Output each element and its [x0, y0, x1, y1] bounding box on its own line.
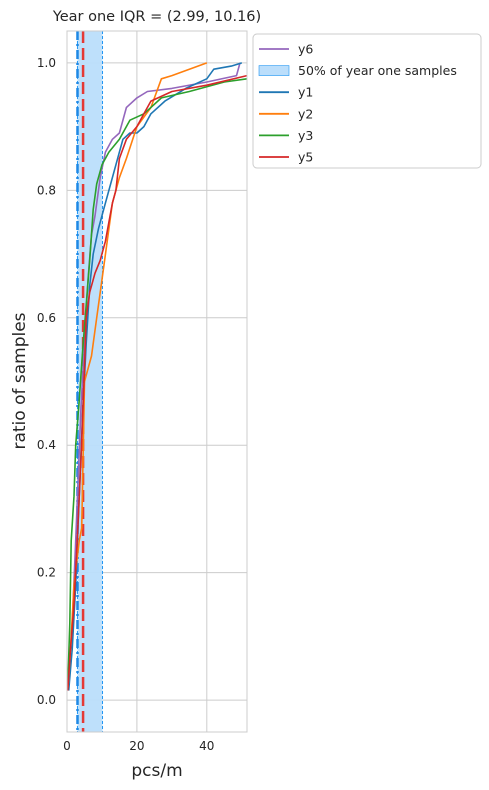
legend: y6 50% of year one samples y1 y2 y3 y5 — [252, 33, 482, 169]
x-tick-label: 0 — [63, 739, 71, 753]
legend-label: y3 — [298, 128, 313, 143]
y-tick-label: 0.8 — [37, 183, 56, 197]
legend-box — [252, 33, 482, 169]
x-tick-label: 40 — [199, 739, 214, 753]
y-tick-label: 0.6 — [37, 311, 56, 325]
x-tick-labels: 0 20 40 — [63, 739, 214, 753]
legend-label: y1 — [298, 85, 313, 100]
y-tick-labels: 0.0 0.2 0.4 0.6 0.8 1.0 — [37, 56, 56, 707]
chart-title: Year one IQR = (2.99, 10.16) — [52, 9, 261, 25]
series-lines — [66, 62, 248, 691]
y-tick-label: 0.0 — [37, 693, 56, 707]
series-line-y3 — [66, 78, 248, 688]
x-tick-label: 20 — [129, 739, 144, 753]
y-axis-label: ratio of samples — [10, 312, 30, 449]
legend-label: 50% of year one samples — [298, 63, 457, 78]
series-line-y2 — [67, 62, 208, 688]
legend-swatch-iqr-band — [258, 65, 290, 76]
y-tick-label: 0.4 — [37, 438, 56, 452]
legend-label: y6 — [298, 42, 313, 57]
y-tick-label: 0.2 — [37, 566, 56, 580]
legend-label: y5 — [298, 150, 313, 165]
plot-frame — [66, 30, 248, 733]
legend-label: y2 — [298, 106, 313, 121]
series-line-y5 — [66, 74, 248, 691]
x-axis-label: pcs/m — [131, 761, 182, 781]
y-tick-label: 1.0 — [37, 56, 56, 70]
